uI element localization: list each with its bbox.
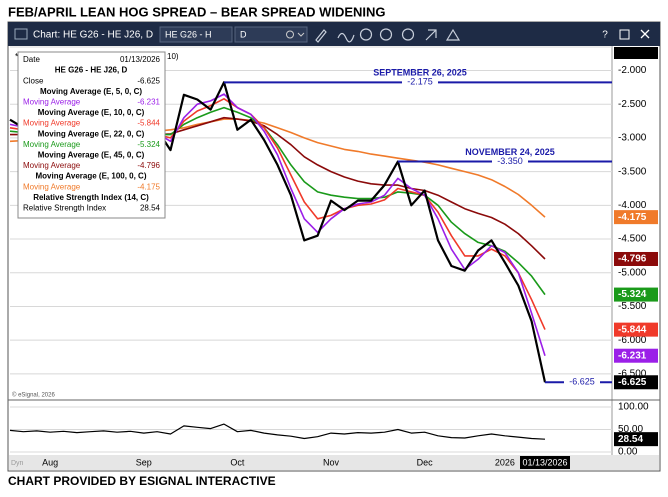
- dropdown-icon: [297, 32, 305, 37]
- annotation-value: -6.625: [569, 377, 595, 387]
- info-label: Moving Average: [23, 182, 81, 191]
- tool-e[interactable]: [401, 28, 415, 41]
- x-tick-label: 01/13/2026: [522, 457, 567, 467]
- y-tick-label: -5.500: [618, 301, 647, 312]
- info-value: -6.625: [137, 76, 160, 85]
- info-label: Close: [23, 76, 44, 85]
- y-tick-label: -2.500: [618, 99, 647, 110]
- info-value: -6.231: [137, 98, 160, 107]
- x-tick-label: 2026: [495, 457, 515, 467]
- info-panel: Date 01/13/2026 HE G26 - HE J26, D Close -6.…: [17, 51, 166, 219]
- y-tick-label: -2.000: [618, 65, 647, 76]
- info-label: Relative Strength Index: [23, 204, 106, 213]
- interval-icon: [286, 30, 294, 39]
- caption: CHART PROVIDED BY ESIGNAL INTERACTIVE: [8, 474, 276, 488]
- value-box: [614, 348, 658, 363]
- info-header: Moving Average (E, 22, 0, C): [38, 129, 145, 138]
- y2-tick-label: 100.00: [618, 402, 649, 413]
- y-tick-label: -3.000: [618, 133, 647, 144]
- y-tick-label: -6.000: [618, 335, 647, 346]
- info-label: Moving Average: [23, 161, 81, 170]
- x-tick-label: Dec: [417, 457, 434, 467]
- info-header: Moving Average (E, 100, 0, C): [36, 172, 147, 181]
- y-tick-label: -5.000: [618, 267, 647, 278]
- value-box-label: -4.796: [618, 254, 647, 265]
- x-tick-label: Oct: [230, 457, 245, 467]
- interval-text: D: [240, 29, 247, 39]
- wave-tool[interactable]: [337, 32, 355, 43]
- partial-label: 10): [167, 52, 179, 61]
- value-box: [614, 287, 658, 302]
- dyn-label: Dyn: [11, 460, 24, 467]
- help-button[interactable]: ?: [602, 30, 608, 41]
- info-panel-bg: [17, 51, 166, 219]
- info-value: -5.844: [137, 119, 160, 128]
- y-tick-box: [614, 47, 658, 59]
- value-box: [614, 375, 658, 390]
- info-header: HE G26 - HE J26, D: [55, 66, 128, 75]
- info-value: -4.796: [137, 161, 160, 170]
- info-header: Moving Average (E, 5, 0, C): [40, 87, 142, 96]
- annotation-bg: [402, 77, 438, 88]
- info-value: 01/13/2026: [120, 55, 161, 64]
- page-title: FEB/APRIL LEAN HOG SPREAD – BEAR SPREAD …: [8, 4, 386, 19]
- close-button[interactable]: [640, 29, 650, 39]
- y-tick-label: -1.651: [618, 48, 647, 59]
- value-box-label: -6.231: [618, 350, 647, 361]
- y-tick-label: -4.500: [618, 234, 647, 245]
- value-box: [614, 251, 658, 266]
- copyright: © eSignal, 2026: [12, 392, 55, 399]
- maximize-button[interactable]: [619, 29, 630, 40]
- y-tick-label: -3.500: [618, 166, 647, 177]
- value-box-label: -6.625: [618, 377, 647, 388]
- shape-tool[interactable]: [445, 28, 461, 41]
- value-box: [614, 210, 658, 225]
- draw-tool[interactable]: [315, 29, 327, 43]
- y-tick-label: -4.000: [618, 200, 647, 211]
- window-title: Chart: HE G26 - HE J26, D: [33, 30, 153, 41]
- marker: *: [15, 51, 19, 61]
- value-box-label: -4.175: [618, 212, 647, 223]
- annotation-title: NOVEMBER 24, 2025: [465, 147, 555, 157]
- symbol-text: HE G26 - H: [165, 29, 212, 39]
- info-label: Date: [23, 55, 40, 64]
- x-tick-label: Aug: [42, 457, 58, 467]
- info-value: -5.324: [137, 140, 160, 149]
- info-header: Moving Average (E, 10, 0, C): [38, 108, 145, 117]
- x-axis-strip: [9, 455, 659, 470]
- toolbar[interactable]: [315, 28, 461, 43]
- info-label: Moving Average: [23, 98, 81, 107]
- value-box-label: -5.324: [618, 289, 647, 300]
- info-label: Moving Average: [23, 140, 81, 149]
- info-header: Moving Average (E, 45, 0, C): [38, 151, 145, 160]
- x-tick-label: Nov: [323, 457, 340, 467]
- info-label: Moving Average: [23, 119, 81, 128]
- annotation-bg: [564, 377, 600, 388]
- y-tick-label: -6.500: [618, 368, 647, 379]
- tool-b[interactable]: [359, 28, 373, 41]
- x-tick-label: Sep: [136, 457, 152, 467]
- value-box: [614, 322, 658, 337]
- annotation-bg: [492, 156, 528, 167]
- annotation-title: SEPTEMBER 26, 2025: [373, 68, 467, 78]
- tool-s[interactable]: [379, 28, 393, 41]
- y2-tick-label: 50.00: [618, 424, 643, 435]
- annotation-value: -2.175: [407, 77, 433, 87]
- info-header: Relative Strength Index (14, C): [33, 193, 149, 202]
- annotation-value: -3.350: [497, 156, 523, 166]
- value-box: [614, 432, 658, 447]
- value-box-label: 28.54: [618, 434, 643, 445]
- link-tool[interactable]: [425, 29, 437, 41]
- y2-tick-label: 0.00: [618, 447, 638, 458]
- value-box-label: -5.844: [618, 324, 647, 335]
- series-line: [9, 423, 546, 440]
- info-value: -4.175: [137, 182, 160, 191]
- title-bar: [8, 22, 660, 46]
- info-value: 28.54: [140, 204, 161, 213]
- cursor-date-box: [520, 456, 570, 469]
- symbol-input[interactable]: [159, 26, 233, 43]
- window-icon: [14, 28, 28, 40]
